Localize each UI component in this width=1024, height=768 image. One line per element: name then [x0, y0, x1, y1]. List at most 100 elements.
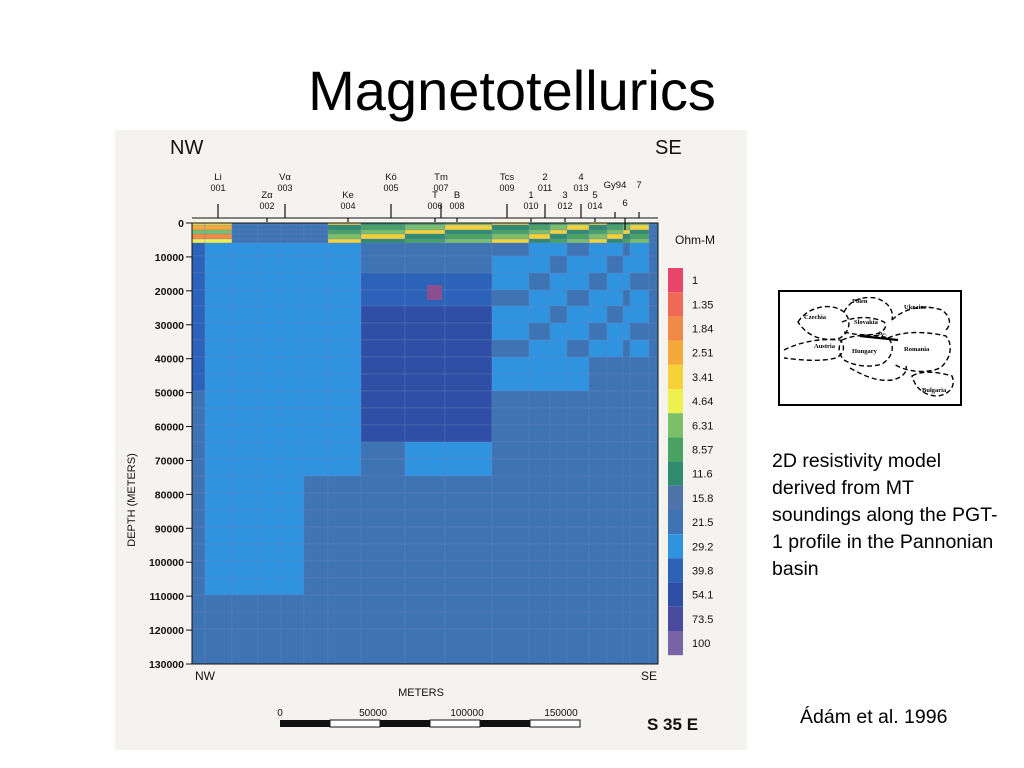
model-cell [257, 611, 282, 630]
legend-swatch [668, 413, 683, 438]
model-cell [566, 594, 590, 613]
model-cell [191, 577, 206, 596]
model-cell [648, 390, 659, 409]
model-cell [528, 322, 551, 341]
station-name: Zα [261, 190, 273, 201]
model-cell [204, 543, 233, 562]
model-cell [491, 390, 530, 409]
depth-tick-label: 70000 [155, 455, 184, 467]
model-cell [204, 229, 233, 235]
model-cell [360, 238, 406, 244]
model-cell [566, 242, 590, 257]
model-cell [404, 224, 446, 231]
model-cell [360, 560, 406, 579]
model-cell [327, 594, 362, 613]
depth-tick-label: 40000 [155, 354, 184, 366]
model-cell [648, 441, 659, 460]
model-cell [231, 289, 259, 307]
model-cell [360, 322, 406, 341]
station-code: 003 [277, 183, 292, 193]
model-cell [528, 424, 551, 443]
scale-label-50000: 50000 [359, 708, 387, 719]
depth-tick-label: 110000 [150, 591, 185, 603]
model-cell [303, 255, 329, 274]
model-cell [231, 424, 259, 443]
legend-swatch [668, 340, 683, 365]
model-cell [404, 475, 446, 494]
station-name: 6 [622, 198, 627, 209]
model-cell [360, 577, 406, 596]
model-cell [606, 233, 624, 240]
model-cell [303, 322, 329, 341]
station-code: 008 [449, 201, 464, 211]
model-cell [549, 373, 568, 392]
legend-swatch [668, 364, 683, 389]
model-cell [257, 577, 282, 596]
model-cell [257, 339, 282, 358]
model-cell [257, 373, 282, 392]
model-cell [204, 611, 233, 630]
model-cell [444, 390, 493, 409]
model-cell [588, 242, 608, 257]
model-cell [588, 407, 608, 426]
model-cell [327, 339, 362, 358]
map-label-austria: Austria [814, 343, 836, 350]
model-cell [231, 509, 259, 528]
model-cell [648, 339, 659, 358]
model-cell [231, 305, 259, 324]
model-cell [629, 305, 650, 324]
model-cell [303, 594, 329, 613]
model-cell [549, 255, 568, 274]
model-cell [231, 339, 259, 358]
model-cell [528, 390, 551, 409]
station-code: 012 [557, 201, 572, 211]
model-cell [327, 373, 362, 392]
model-cell [257, 560, 282, 579]
model-cell [629, 407, 650, 426]
model-cell [444, 509, 493, 528]
model-cell [231, 242, 259, 257]
model-cell [280, 475, 305, 494]
model-cell [491, 356, 530, 375]
model-cell [648, 424, 659, 443]
model-cell [303, 458, 329, 477]
depth-tick-label: 100000 [149, 557, 184, 569]
station-code: 004 [340, 201, 355, 211]
model-cell [191, 611, 206, 630]
model-cell [257, 224, 282, 231]
model-cell [648, 233, 659, 240]
model-cell [588, 577, 608, 596]
model-cell [528, 272, 551, 291]
conductor-spot [427, 285, 442, 300]
map-label-romania: Romania [904, 346, 930, 353]
model-cell [528, 475, 551, 494]
legend-title: Ohm-M [675, 233, 715, 247]
model-cell [528, 543, 551, 562]
model-cell [622, 424, 631, 443]
scale-bar-segment [380, 720, 430, 727]
model-cell [491, 628, 530, 665]
legend-swatch [668, 606, 683, 631]
model-cell [204, 238, 233, 244]
model-cell [622, 224, 631, 231]
model-cell [622, 255, 631, 274]
model-cell [191, 628, 206, 665]
model-cell [648, 560, 659, 579]
model-cell [622, 289, 631, 307]
model-cell [588, 229, 608, 235]
model-cell [191, 305, 206, 324]
model-cell [549, 339, 568, 358]
scale-bar-segment [329, 719, 381, 728]
model-cell [257, 322, 282, 341]
model-cell [404, 242, 446, 257]
model-cell [231, 628, 259, 665]
model-cell [360, 628, 406, 665]
model-cell [648, 577, 659, 596]
model-cell [191, 526, 206, 545]
model-cell [204, 233, 233, 240]
model-cell [280, 526, 305, 545]
model-cell [648, 224, 659, 231]
model-cell [606, 356, 624, 375]
legend-swatch [668, 534, 683, 559]
model-cell [588, 424, 608, 443]
